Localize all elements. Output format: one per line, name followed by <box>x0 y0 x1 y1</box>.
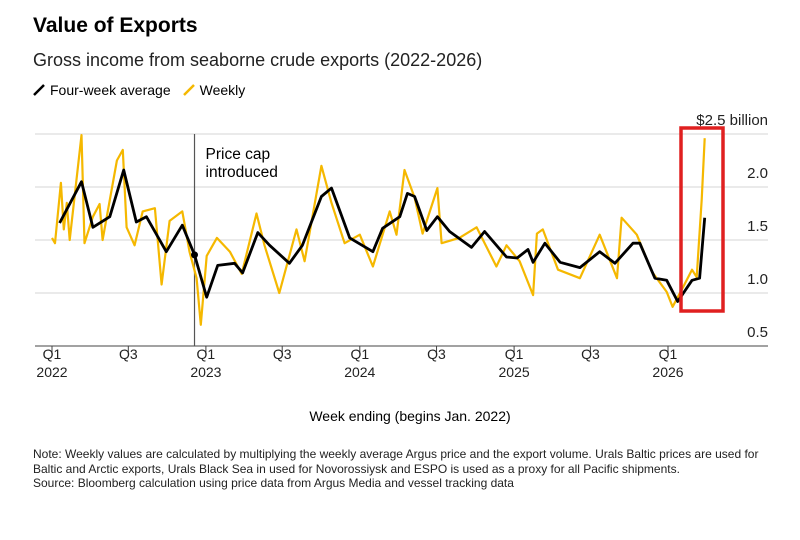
x-tick-label: Q3 <box>119 346 138 362</box>
footnote: Note: Weekly values are calculated by mu… <box>33 447 773 491</box>
four-week-average-line <box>58 168 707 303</box>
x-tick-label: Q1 <box>659 346 678 362</box>
legend-label: Four-week average <box>50 82 171 98</box>
x-axis-label: Week ending (begins Jan. 2022) <box>309 408 511 424</box>
x-tick-label: Q1 <box>197 346 216 362</box>
y-tick-label: 1.5 <box>747 218 768 235</box>
x-tick-year-label: 2026 <box>652 364 683 380</box>
black-line-swatch-icon <box>33 84 45 96</box>
y-tick-label: 2.0 <box>747 165 768 182</box>
y-tick-label: $2.5 billion <box>696 112 768 129</box>
x-tick-label: Q1 <box>350 346 369 362</box>
legend-item-four-week-average: Four-week average <box>33 82 171 98</box>
note-text: Note: Weekly values are calculated by mu… <box>33 447 759 476</box>
x-tick-year-label: 2024 <box>344 364 375 380</box>
price-cap-label: Price cap <box>206 146 271 163</box>
weekly-series-line <box>51 134 706 326</box>
legend: Four-week average Weekly <box>33 82 245 98</box>
x-tick-label: Q3 <box>581 346 600 362</box>
price-cap-marker <box>191 251 199 259</box>
y-tick-label: 1.0 <box>747 271 768 288</box>
x-tick-year-label: 2023 <box>190 364 221 380</box>
x-tick-year-label: 2022 <box>36 364 67 380</box>
chart-subtitle: Gross income from seaborne crude exports… <box>33 50 483 70</box>
highlight-box <box>679 126 725 313</box>
x-tick-label: Q1 <box>43 346 62 362</box>
x-tick-label: Q1 <box>505 346 524 362</box>
price-cap-label-line-2: introduced <box>206 164 278 181</box>
legend-label: Weekly <box>199 82 246 98</box>
source-text: Source: Bloomberg calculation using pric… <box>33 476 514 490</box>
x-tick-label: Q3 <box>273 346 292 362</box>
y-tick-label: 0.5 <box>747 324 768 341</box>
chart-title: Value of Exports <box>33 14 198 37</box>
x-tick-year-label: 2025 <box>499 364 530 380</box>
x-tick-label: Q3 <box>427 346 446 362</box>
legend-item-weekly: Weekly <box>182 82 246 98</box>
yellow-line-swatch-icon <box>182 84 195 96</box>
